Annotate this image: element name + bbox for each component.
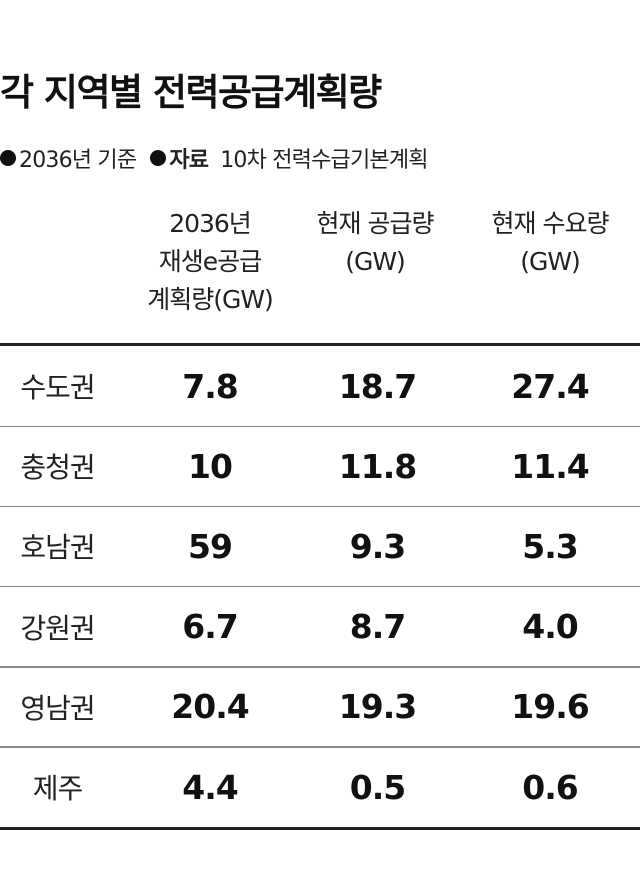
value-cell: 27.4 xyxy=(511,366,589,406)
value-cell: 11.8 xyxy=(338,446,417,486)
value-cell: 9.3 xyxy=(349,526,406,566)
region-label: 충청권 xyxy=(20,451,95,485)
value-cell: 19.6 xyxy=(511,687,589,727)
table-row: 제주 4.4 0.5 0.6 xyxy=(0,747,640,827)
row-divider xyxy=(0,505,640,508)
row-divider xyxy=(0,746,640,748)
region-label: 제주 xyxy=(32,772,84,805)
bullet-icon xyxy=(0,150,16,166)
value-cell: 59 xyxy=(188,526,233,566)
value-cell: 19.3 xyxy=(338,687,417,727)
value-cell: 0.6 xyxy=(522,767,578,807)
table-row: 호남권 59 9.3 5.3 xyxy=(0,506,640,588)
table-row: 수도권 7.8 18.7 27.4 xyxy=(0,346,640,427)
table-top-rule xyxy=(0,343,640,346)
value-cell: 5.3 xyxy=(522,526,578,566)
value-cell: 4.0 xyxy=(522,607,578,647)
bullet-icon xyxy=(150,150,167,166)
value-cell: 6.7 xyxy=(182,607,238,647)
meta-line: 2036년 기준 자료 10차 전력수급기본계획 xyxy=(0,143,429,173)
basis-note: 2036년 기준 xyxy=(19,148,137,173)
column-header-demand: 현재 수요량 (GW) xyxy=(491,209,610,276)
table-header: 2036년 재생e공급 계획량(GW) 현재 공급량 (GW) 현재 수요량 (… xyxy=(0,205,640,335)
row-divider xyxy=(0,425,640,427)
value-cell: 18.7 xyxy=(338,366,417,406)
page-title: 각 지역별 전력공급계획량 xyxy=(0,71,382,114)
row-divider xyxy=(0,585,640,588)
value-cell: 10 xyxy=(188,446,233,486)
value-cell: 0.5 xyxy=(349,767,406,807)
row-divider xyxy=(0,666,640,668)
region-label: 호남권 xyxy=(20,531,95,565)
region-label: 수도권 xyxy=(20,371,95,404)
region-label: 강원권 xyxy=(20,611,95,645)
source-label: 자료 xyxy=(169,148,209,173)
column-header-plan: 2036년 재생e공급 계획량(GW) xyxy=(147,209,274,314)
table-row: 충청권 10 11.8 11.4 xyxy=(0,426,640,508)
table-row: 영남권 20.4 19.3 19.6 xyxy=(0,667,640,748)
value-cell: 8.7 xyxy=(349,607,406,647)
table-row: 강원권 6.7 8.7 4.0 xyxy=(0,587,640,668)
source-text: 10차 전력수급기본계획 xyxy=(220,148,428,173)
column-header-supply: 현재 공급량 (GW) xyxy=(316,209,435,276)
table-bottom-rule xyxy=(0,827,640,830)
value-cell: 11.4 xyxy=(511,446,589,486)
value-cell: 7.8 xyxy=(182,366,238,406)
value-cell: 4.4 xyxy=(182,767,238,807)
value-cell: 20.4 xyxy=(171,687,249,727)
region-label: 영남권 xyxy=(20,691,95,725)
